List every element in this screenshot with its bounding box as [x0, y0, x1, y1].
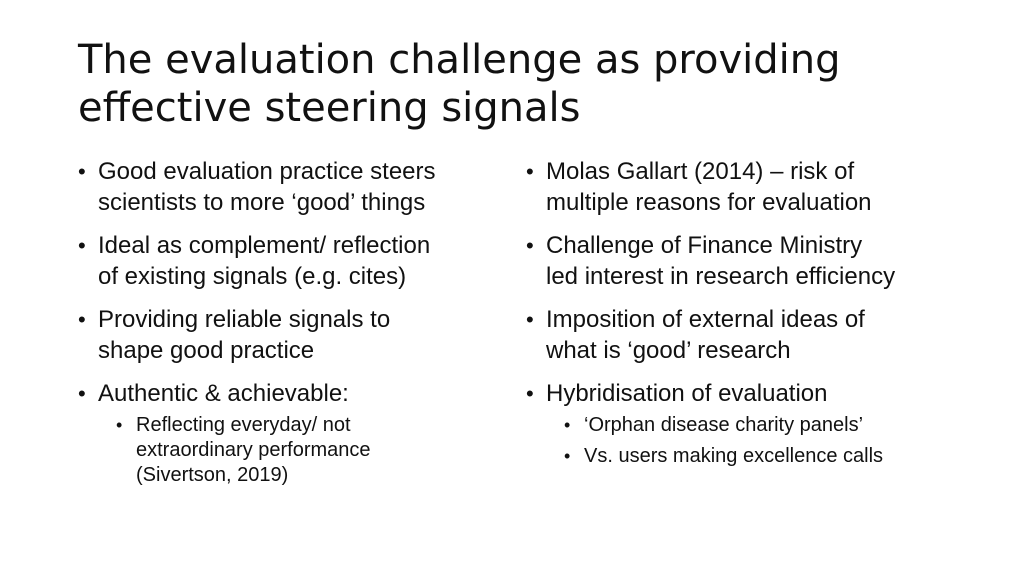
slide-title: The evaluation challenge as providing ef…: [78, 36, 978, 132]
title-line: effective steering signals: [78, 85, 581, 131]
bullet-text: of existing signals (e.g. cites): [98, 263, 407, 290]
bullet-item: • Ideal as complement/ reflection of exi…: [78, 230, 498, 292]
bullet-text: Molas Gallart (2014) – risk of: [546, 158, 855, 185]
bullet-item: • Authentic & achievable: • Reflecting e…: [78, 378, 498, 488]
bullet-dot-icon: •: [564, 446, 571, 466]
sub-bullet-text: ‘Orphan disease charity panels’: [584, 414, 864, 436]
bullet-text: Hybridisation of evaluation: [546, 380, 828, 407]
sub-bullet-text: Reflecting everyday/ not: [136, 414, 351, 436]
bullet-text: Good evaluation practice steers: [98, 158, 436, 185]
bullet-text: Challenge of Finance Ministry: [546, 232, 863, 259]
sub-bullet-text: (Sivertson, 2019): [136, 464, 289, 486]
sub-bullet-list: • ‘Orphan disease charity panels’ • Vs. …: [546, 413, 956, 469]
bullet-item: • Hybridisation of evaluation • ‘Orphan …: [526, 378, 956, 469]
bullet-item: • Molas Gallart (2014) – risk of multipl…: [526, 156, 956, 218]
bullet-text: multiple reasons for evaluation: [546, 189, 872, 216]
bullet-text: Providing reliable signals to: [98, 306, 391, 333]
bullet-item: • Good evaluation practice steers scient…: [78, 156, 498, 218]
sub-bullet-list: • Reflecting everyday/ not extraordinary…: [98, 413, 498, 488]
sub-bullet-text: Vs. users making excellence calls: [584, 445, 884, 467]
bullet-text: Imposition of external ideas of: [546, 306, 865, 333]
bullet-dot-icon: •: [78, 307, 86, 332]
bullet-dot-icon: •: [526, 381, 534, 406]
bullet-dot-icon: •: [78, 233, 86, 258]
bullet-text: scientists to more ‘good’ things: [98, 189, 426, 216]
sub-bullet-item: • Vs. users making excellence calls: [564, 444, 956, 469]
bullet-dot-icon: •: [526, 159, 534, 184]
bullet-text: what is ‘good’ research: [546, 337, 791, 364]
bullet-text: led interest in research efficiency: [546, 263, 896, 290]
sub-bullet-item: • ‘Orphan disease charity panels’: [564, 413, 956, 438]
bullet-dot-icon: •: [526, 307, 534, 332]
bullet-dot-icon: •: [564, 415, 571, 435]
bullet-item: • Challenge of Finance Ministry led inte…: [526, 230, 956, 292]
bullet-dot-icon: •: [526, 233, 534, 258]
bullet-dot-icon: •: [78, 159, 86, 184]
bullet-text: Ideal as complement/ reflection: [98, 232, 431, 259]
bullet-item: • Imposition of external ideas of what i…: [526, 304, 956, 366]
right-column: • Molas Gallart (2014) – risk of multipl…: [526, 156, 956, 481]
bullet-dot-icon: •: [116, 415, 123, 435]
sub-bullet-text: extraordinary performance: [136, 439, 371, 461]
bullet-text: Authentic & achievable:: [98, 380, 349, 407]
bullet-item: • Providing reliable signals to shape go…: [78, 304, 498, 366]
bullet-text: shape good practice: [98, 337, 315, 364]
sub-bullet-item: • Reflecting everyday/ not extraordinary…: [116, 413, 498, 488]
left-column: • Good evaluation practice steers scient…: [78, 156, 498, 500]
title-line: The evaluation challenge as providing: [78, 37, 841, 83]
bullet-dot-icon: •: [78, 381, 86, 406]
